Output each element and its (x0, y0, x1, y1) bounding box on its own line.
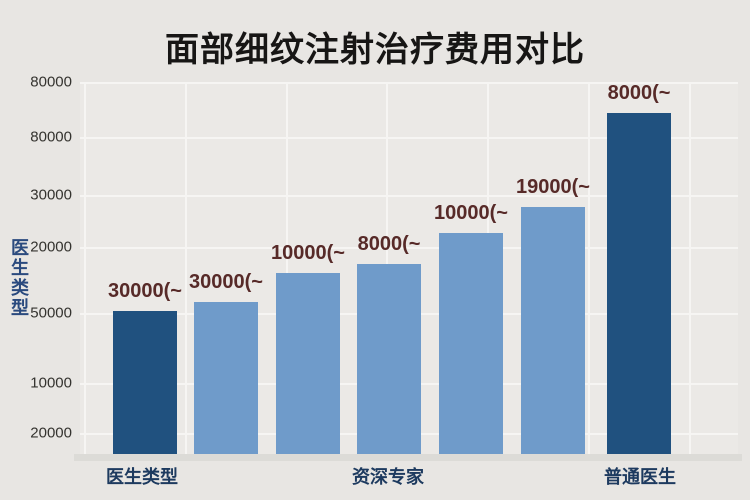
h-gridline (80, 247, 738, 249)
bar-value-label: 10000(~ (271, 242, 345, 264)
v-gridline (286, 82, 288, 454)
bar-value-label: 30000(~ (189, 271, 263, 293)
bar (113, 311, 177, 454)
bar (439, 233, 503, 454)
bar (276, 273, 340, 454)
y-tick-label: 80000 (30, 128, 72, 146)
y-tick-label: 30000 (30, 186, 72, 204)
v-gridline (588, 82, 590, 454)
chart-title: 面部细纹注射治疗费用对比 (165, 31, 585, 69)
v-gridline (689, 82, 691, 454)
y-axis-ticks: 80000 80000 30000 20000 50000 10000 20000 (0, 74, 72, 454)
plot-area: 30000(~ 30000(~ 10000(~ 8000(~ 10000(~ 19000(… (80, 82, 738, 456)
x-axis-labels: 医生类型 资深专家 普通医生 (80, 463, 738, 493)
h-gridline (80, 195, 738, 197)
v-gridline (185, 82, 187, 454)
x-axis-category-label: 医生类型 (106, 467, 178, 487)
y-tick-label: 80000 (30, 73, 72, 91)
x-axis-category-label: 资深专家 (352, 467, 424, 487)
bar (521, 207, 585, 454)
bar (607, 113, 671, 454)
y-axis-title: 医生类型 (9, 238, 29, 318)
bar-value-label: 30000(~ (108, 280, 182, 302)
bar-value-label: 8000(~ (607, 82, 671, 104)
y-tick-label: 20000 (30, 238, 72, 256)
h-gridline (80, 137, 738, 139)
bar-value-label: 19000(~ (516, 176, 590, 198)
bar-value-label: 10000(~ (434, 202, 508, 224)
y-tick-label: 20000 (30, 424, 72, 442)
h-gridline (80, 82, 738, 84)
v-gridline (84, 82, 86, 454)
bar (357, 264, 421, 454)
bar-value-label: 8000(~ (357, 233, 421, 255)
x-axis-line (74, 454, 742, 461)
y-tick-label: 10000 (30, 374, 72, 392)
y-tick-label: 50000 (30, 304, 72, 322)
bar (194, 302, 258, 454)
x-axis-category-label: 普通医生 (604, 467, 676, 487)
